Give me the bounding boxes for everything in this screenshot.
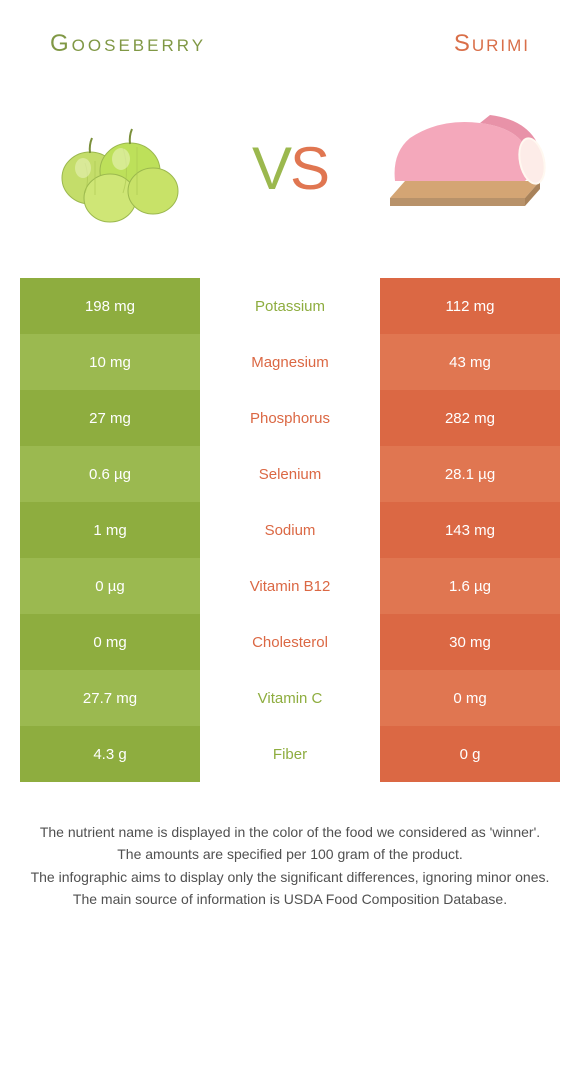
vs-s: S <box>290 135 328 202</box>
cell-left-value: 1 mg <box>20 502 200 558</box>
cell-right-value: 112 mg <box>380 278 560 334</box>
cell-nutrient-label: Vitamin B12 <box>200 558 380 614</box>
table-row: 0 mgCholesterol30 mg <box>20 614 560 670</box>
cell-left-value: 10 mg <box>20 334 200 390</box>
header: Gooseberry Surimi <box>20 0 560 78</box>
cell-nutrient-label: Potassium <box>200 278 380 334</box>
cell-left-value: 0 µg <box>20 558 200 614</box>
cell-nutrient-label: Cholesterol <box>200 614 380 670</box>
cell-right-value: 43 mg <box>380 334 560 390</box>
title-left: Gooseberry <box>50 30 206 58</box>
cell-right-value: 282 mg <box>380 390 560 446</box>
images-row: VS <box>20 78 560 278</box>
table-row: 0.6 µgSelenium28.1 µg <box>20 446 560 502</box>
cell-left-value: 27.7 mg <box>20 670 200 726</box>
cell-left-value: 0 mg <box>20 614 200 670</box>
table-row: 0 µgVitamin B121.6 µg <box>20 558 560 614</box>
cell-right-value: 30 mg <box>380 614 560 670</box>
cell-right-value: 1.6 µg <box>380 558 560 614</box>
table-row: 27.7 mgVitamin C0 mg <box>20 670 560 726</box>
title-right: Surimi <box>454 30 530 58</box>
cell-left-value: 198 mg <box>20 278 200 334</box>
footer-line-3: The infographic aims to display only the… <box>30 867 550 887</box>
gooseberry-image <box>30 98 210 238</box>
vs-label: VS <box>252 134 328 203</box>
cell-left-value: 27 mg <box>20 390 200 446</box>
cell-right-value: 0 g <box>380 726 560 782</box>
vs-v: V <box>252 135 290 202</box>
footer-line-4: The main source of information is USDA F… <box>30 889 550 909</box>
cell-nutrient-label: Sodium <box>200 502 380 558</box>
cell-right-value: 28.1 µg <box>380 446 560 502</box>
cell-left-value: 4.3 g <box>20 726 200 782</box>
cell-right-value: 143 mg <box>380 502 560 558</box>
footer: The nutrient name is displayed in the co… <box>20 782 560 909</box>
table-row: 198 mgPotassium112 mg <box>20 278 560 334</box>
cell-nutrient-label: Phosphorus <box>200 390 380 446</box>
cell-nutrient-label: Vitamin C <box>200 670 380 726</box>
table-row: 27 mgPhosphorus282 mg <box>20 390 560 446</box>
footer-line-1: The nutrient name is displayed in the co… <box>30 822 550 842</box>
table-row: 10 mgMagnesium43 mg <box>20 334 560 390</box>
table-row: 4.3 gFiber0 g <box>20 726 560 782</box>
table-row: 1 mgSodium143 mg <box>20 502 560 558</box>
cell-nutrient-label: Fiber <box>200 726 380 782</box>
surimi-image <box>370 98 550 238</box>
cell-nutrient-label: Magnesium <box>200 334 380 390</box>
cell-nutrient-label: Selenium <box>200 446 380 502</box>
cell-left-value: 0.6 µg <box>20 446 200 502</box>
footer-line-2: The amounts are specified per 100 gram o… <box>30 844 550 864</box>
nutrient-table: 198 mgPotassium112 mg10 mgMagnesium43 mg… <box>20 278 560 782</box>
cell-right-value: 0 mg <box>380 670 560 726</box>
